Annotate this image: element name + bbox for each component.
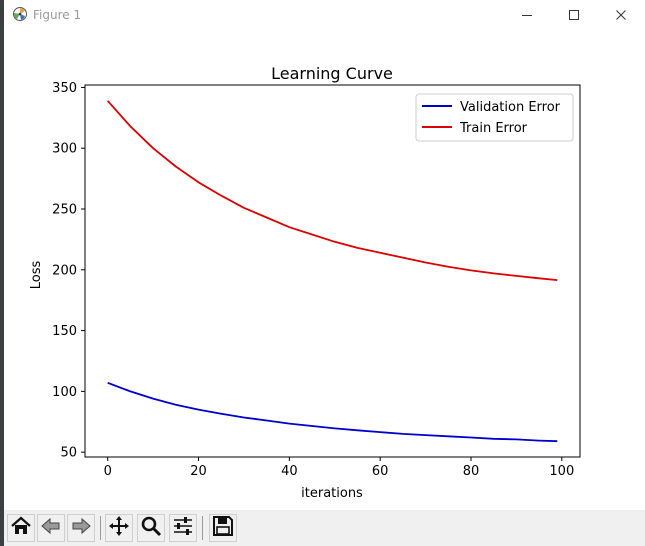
x-tick-label: 60 <box>372 464 389 479</box>
y-tick-label: 200 <box>52 263 77 278</box>
y-tick-label: 300 <box>52 142 77 157</box>
back-button[interactable] <box>37 514 65 542</box>
sliders-icon <box>172 515 194 541</box>
y-tick-label: 50 <box>60 446 77 461</box>
x-tick-label: 80 <box>463 464 480 479</box>
background-window-strip <box>0 0 4 546</box>
window-title: Figure 1 <box>33 8 82 22</box>
y-tick-label: 100 <box>52 385 77 400</box>
x-tick-label: 40 <box>281 464 298 479</box>
close-button[interactable] <box>598 0 644 30</box>
plot-frame <box>84 84 581 458</box>
minimize-button[interactable] <box>504 0 550 30</box>
legend-label-train: Train Error <box>459 121 528 136</box>
forward-arrow-icon <box>70 515 92 541</box>
move-icon <box>108 515 130 541</box>
y-tick-label: 350 <box>52 81 77 96</box>
save-button[interactable] <box>209 514 237 542</box>
validation-error-line <box>107 381 558 443</box>
x-tick-label: 20 <box>190 464 207 479</box>
save-icon <box>212 515 234 541</box>
y-axis-label: Loss <box>29 261 44 290</box>
toolbar-separator <box>202 516 203 540</box>
legend-label-validation: Validation Error <box>460 100 561 115</box>
pan-button[interactable] <box>105 514 133 542</box>
matplotlib-icon <box>12 6 28 22</box>
configure-subplots-button[interactable] <box>169 514 197 542</box>
zoom-icon <box>140 515 162 541</box>
toolbar-separator <box>100 516 101 540</box>
train-error-line <box>107 100 558 281</box>
minimize-icon <box>521 6 533 25</box>
maximize-icon <box>568 6 580 25</box>
maximize-button[interactable] <box>551 0 597 30</box>
x-tick-label: 100 <box>549 464 574 479</box>
navigation-toolbar <box>4 510 645 546</box>
y-tick-label: 250 <box>52 203 77 218</box>
y-tick-label: 150 <box>52 324 77 339</box>
home-button[interactable] <box>7 514 35 542</box>
figure-canvas[interactable]: 0 20 40 60 80 100 50 100 150 200 250 300 350 Learnin… <box>4 30 645 510</box>
x-axis-label: iterations <box>301 486 363 501</box>
zoom-button[interactable] <box>137 514 165 542</box>
home-icon <box>10 515 32 541</box>
close-icon <box>615 6 627 25</box>
chart-title: Learning Curve <box>271 64 393 83</box>
learning-curve-chart[interactable]: 0 20 40 60 80 100 50 100 150 200 250 300 350 Learnin… <box>4 30 645 510</box>
back-arrow-icon <box>40 515 62 541</box>
x-tick-label: 0 <box>104 464 112 479</box>
chart-legend: Validation Error Train Error <box>415 93 574 142</box>
title-bar[interactable]: Figure 1 <box>4 0 645 30</box>
forward-button[interactable] <box>67 514 95 542</box>
